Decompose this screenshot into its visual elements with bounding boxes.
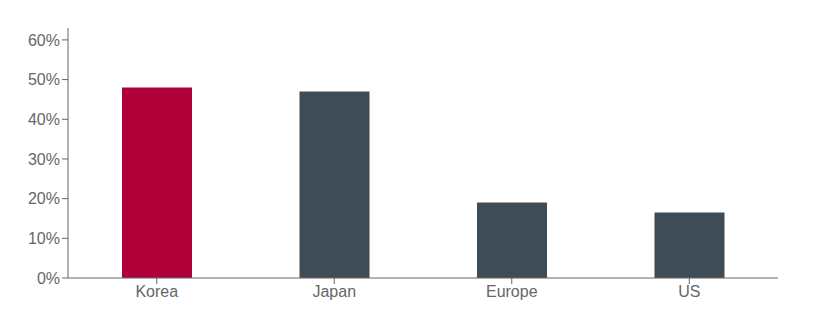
svg-text:0%: 0%	[37, 270, 60, 287]
svg-text:60%: 60%	[28, 32, 60, 49]
svg-text:Europe: Europe	[486, 283, 538, 300]
svg-text:30%: 30%	[28, 151, 60, 168]
svg-text:Korea: Korea	[135, 283, 178, 300]
svg-text:Japan: Japan	[312, 283, 356, 300]
svg-text:50%: 50%	[28, 71, 60, 88]
svg-text:US: US	[678, 283, 700, 300]
svg-text:10%: 10%	[28, 230, 60, 247]
svg-text:40%: 40%	[28, 111, 60, 128]
svg-text:20%: 20%	[28, 190, 60, 207]
